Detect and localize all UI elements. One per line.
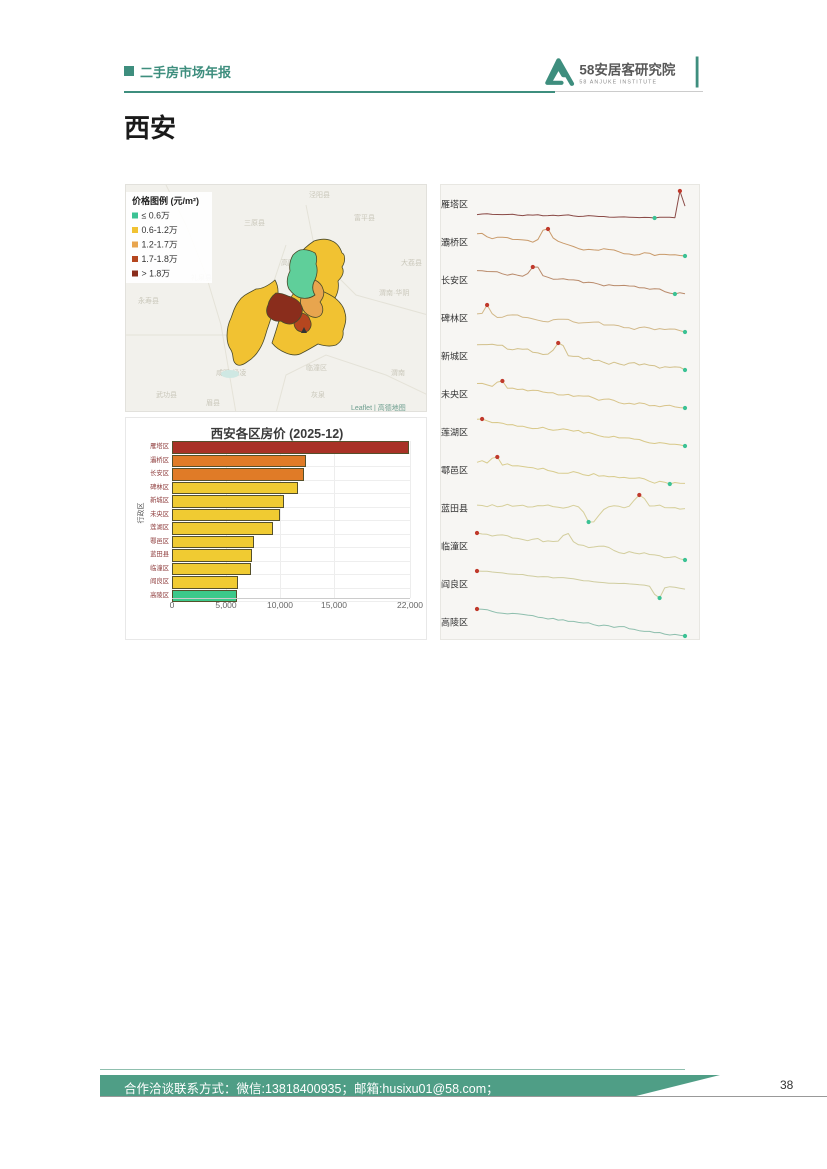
svg-text:灞桥区: 灞桥区	[441, 237, 468, 248]
svg-text:大荔县: 大荔县	[401, 258, 422, 267]
svg-text:58 ANJUKE INSTITUTE: 58 ANJUKE INSTITUTE	[579, 80, 657, 86]
svg-text:渭南: 渭南	[391, 368, 405, 377]
svg-text:阎良区: 阎良区	[441, 579, 468, 590]
svg-text:高陵区: 高陵区	[441, 617, 468, 628]
svg-text:鄠邑区: 鄠邑区	[441, 466, 468, 476]
svg-text:价格图例 (元/m²): 价格图例 (元/m²)	[132, 195, 199, 206]
svg-text:新城区: 新城区	[441, 351, 468, 362]
svg-text:未央区: 未央区	[441, 389, 468, 400]
svg-text:泾阳县: 泾阳县	[309, 190, 330, 199]
svg-text:三原县: 三原县	[244, 219, 265, 227]
svg-text:长安区: 长安区	[441, 275, 468, 286]
svg-text:临潼区: 临潼区	[441, 541, 468, 552]
svg-text:武功县: 武功县	[156, 390, 177, 399]
svg-text:蓝田县: 蓝田县	[441, 503, 468, 514]
svg-text:渭南·华阴: 渭南·华阴	[379, 288, 409, 297]
svg-text:眉县: 眉县	[206, 399, 220, 407]
svg-text:永寿县: 永寿县	[138, 296, 159, 305]
svg-text:Leaflet | 高德地图: Leaflet | 高德地图	[351, 403, 406, 412]
svg-text:0.6-1.2万: 0.6-1.2万	[142, 225, 178, 235]
svg-text:雁塔区: 雁塔区	[441, 199, 468, 210]
svg-text:> 1.8万: > 1.8万	[142, 269, 171, 279]
svg-text:临潼区: 临潼区	[306, 363, 327, 372]
svg-text:莲湖区: 莲湖区	[441, 427, 468, 438]
svg-text:富平县: 富平县	[354, 213, 375, 222]
svg-text:灰泉: 灰泉	[311, 390, 325, 399]
svg-text:1.7-1.8万: 1.7-1.8万	[142, 254, 178, 264]
svg-text:58安居客研究院: 58安居客研究院	[579, 62, 676, 78]
svg-text:≤ 0.6万: ≤ 0.6万	[142, 211, 171, 221]
svg-text:碑林区: 碑林区	[441, 313, 468, 324]
svg-text:1.2-1.7万: 1.2-1.7万	[142, 240, 178, 250]
